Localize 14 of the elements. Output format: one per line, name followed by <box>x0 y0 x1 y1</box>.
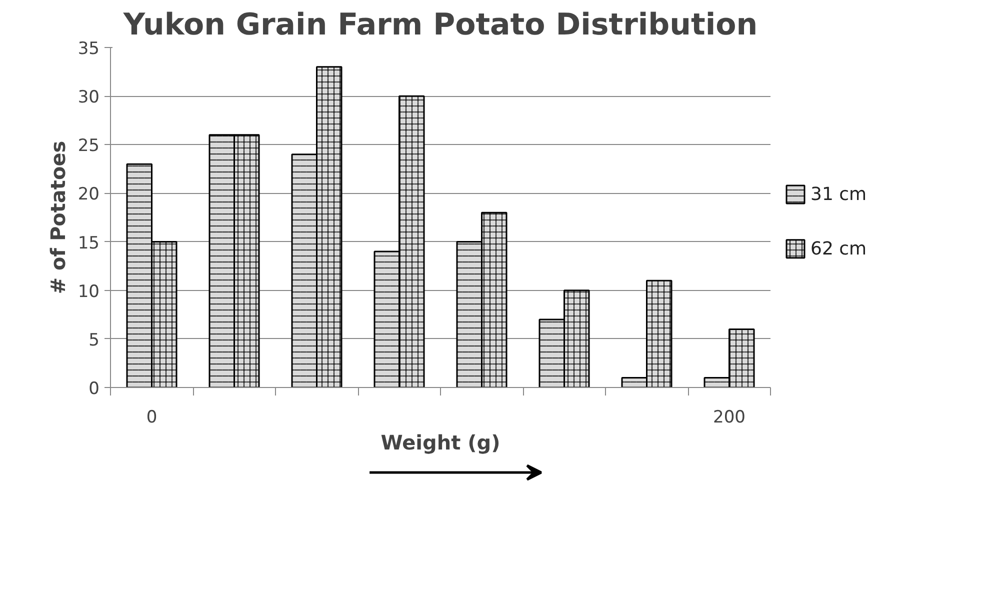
y-tick-label: 35 <box>78 39 100 59</box>
x-axis-title: Weight (g) <box>380 430 500 454</box>
y-axis-title: # of Potatoes <box>46 140 70 294</box>
y-tick-label: 25 <box>78 136 100 156</box>
y-tick-label: 5 <box>88 330 100 350</box>
x-tick-label: 200 <box>713 408 746 428</box>
y-tick-label: 15 <box>78 233 100 254</box>
y-tick-label: 10 <box>78 282 100 302</box>
legend-label: 31 cm <box>810 184 867 205</box>
chart-title: Yukon Grain Farm Potato Distribution <box>122 8 758 42</box>
y-tick-label: 0 <box>88 379 100 399</box>
y-tick-label: 20 <box>78 184 100 205</box>
y-tick-label: 30 <box>78 88 100 108</box>
legend-label: 62 cm <box>810 238 867 260</box>
